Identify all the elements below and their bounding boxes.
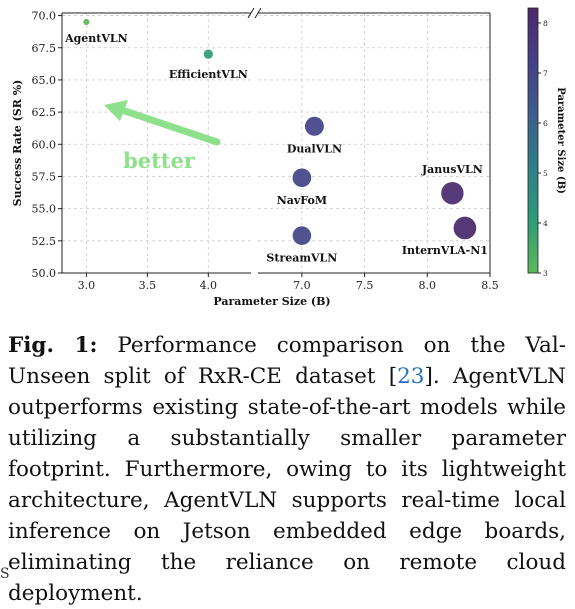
colorbar [527,7,539,274]
point-label: StreamVLN [266,252,337,265]
colorbar-tick-label: 3 [543,269,548,278]
x-tick-label: 3.0 [78,279,96,292]
scatter-point [304,116,325,137]
point-label: JanusVLN [421,163,483,176]
better-arrow-shaft [118,106,221,146]
point-label: InternVLA-N1 [402,244,488,257]
scatter-point [202,48,214,60]
x-tick-label: 7.5 [356,279,374,292]
x-tick-label: 8.0 [419,279,437,292]
axis-break-mark [254,7,262,19]
x-tick-label: 3.5 [139,279,157,292]
y-tick-label: 65.0 [32,74,57,87]
x-tick-label: 8.5 [481,279,499,292]
point-label: AgentVLN [64,32,128,45]
better-arrow-head [104,100,128,121]
footmark: S [0,566,10,582]
scatter-point [291,225,312,246]
colorbar-tick-label: 4 [543,219,548,228]
caption-text-1: Performance comparison on the Val-Unseen… [8,333,566,389]
y-tick-label: 67.5 [32,42,57,55]
caption-label: Fig. 1: [8,333,98,358]
better-arrow [104,100,221,146]
x-tick-label: 4.0 [200,279,218,292]
y-axis-label: Success Rate (SR %) [11,80,24,207]
figure-caption: Fig. 1: Performance comparison on the Va… [8,330,566,609]
better-annotation: better [123,148,196,173]
y-tick-label: 50.0 [32,267,57,280]
point-label: DualVLN [287,142,342,155]
colorbar-tick-label: 5 [543,169,548,178]
x-axis-label: Parameter Size (B) [213,295,330,308]
scatter-point [440,181,465,206]
y-tick-label: 62.5 [32,106,57,119]
scatter-point [452,215,478,241]
point-label: EfficientVLN [169,68,248,81]
y-tick-label: 70.0 [32,10,57,23]
x-tick-label: 7.0 [293,279,311,292]
scatter-chart: 50.052.555.057.560.062.565.067.570.03.0 3… [11,7,566,308]
colorbar-tick-label: 8 [543,19,548,28]
colorbar-tick-label: 6 [543,119,548,128]
y-tick-label: 52.5 [32,235,57,248]
y-tick-label: 57.5 [32,170,57,183]
scatter-point [82,18,91,26]
citation-link[interactable]: 23 [397,364,425,389]
colorbar-tick-label: 7 [543,69,548,78]
caption-text-2: ]. AgentVLN outperforms existing state-o… [8,364,566,606]
axis-break-mark [247,7,255,19]
scatter-point [291,167,312,188]
point-label: NavFoM [277,194,327,207]
y-tick-label: 55.0 [32,203,57,216]
colorbar-label: Parameter Size (B) [555,87,566,194]
y-tick-label: 60.0 [32,138,57,151]
